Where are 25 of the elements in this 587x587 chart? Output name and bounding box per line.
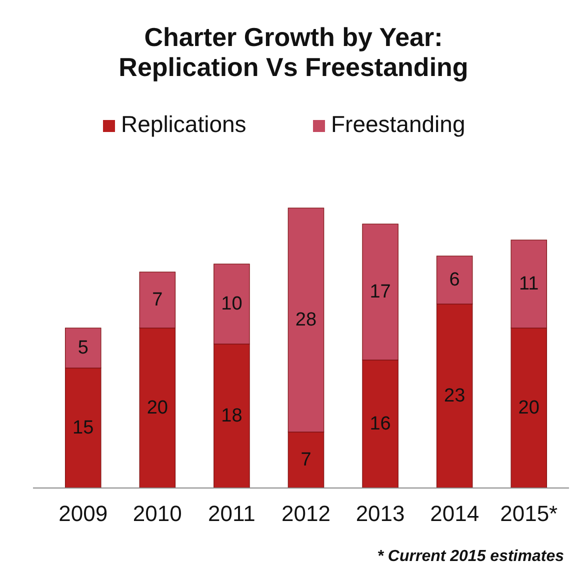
- data-label: 16: [370, 414, 391, 434]
- data-label: 10: [221, 294, 242, 314]
- data-label: 18: [221, 406, 242, 426]
- data-label: 20: [518, 398, 540, 418]
- data-label: 7: [152, 290, 163, 310]
- data-label: 15: [72, 418, 94, 438]
- data-label: 23: [444, 386, 466, 406]
- x-tick-label: 2011: [208, 501, 256, 526]
- data-label: 17: [370, 282, 391, 302]
- x-tick-label: 2012: [282, 501, 330, 526]
- legend-label: Freestanding: [331, 111, 466, 137]
- data-label: 6: [449, 270, 460, 290]
- legend-label: Replications: [121, 111, 246, 137]
- x-tick-label: 2014: [430, 501, 480, 526]
- x-tick-label: 2013: [356, 501, 405, 526]
- data-label: 7: [300, 450, 312, 470]
- data-label: 5: [78, 338, 88, 358]
- x-tick-label: 2015*: [500, 501, 558, 526]
- x-tick-label: 2009: [58, 501, 108, 526]
- x-tick-label: 2010: [132, 501, 182, 526]
- chart-title: Charter Growth by Year: Replication Vs Freestanding: [118, 22, 468, 82]
- data-label: 11: [519, 274, 539, 294]
- data-label: 28: [295, 310, 317, 330]
- data-label: 20: [146, 398, 168, 418]
- text: * Current 2015 estimates: [377, 548, 564, 565]
